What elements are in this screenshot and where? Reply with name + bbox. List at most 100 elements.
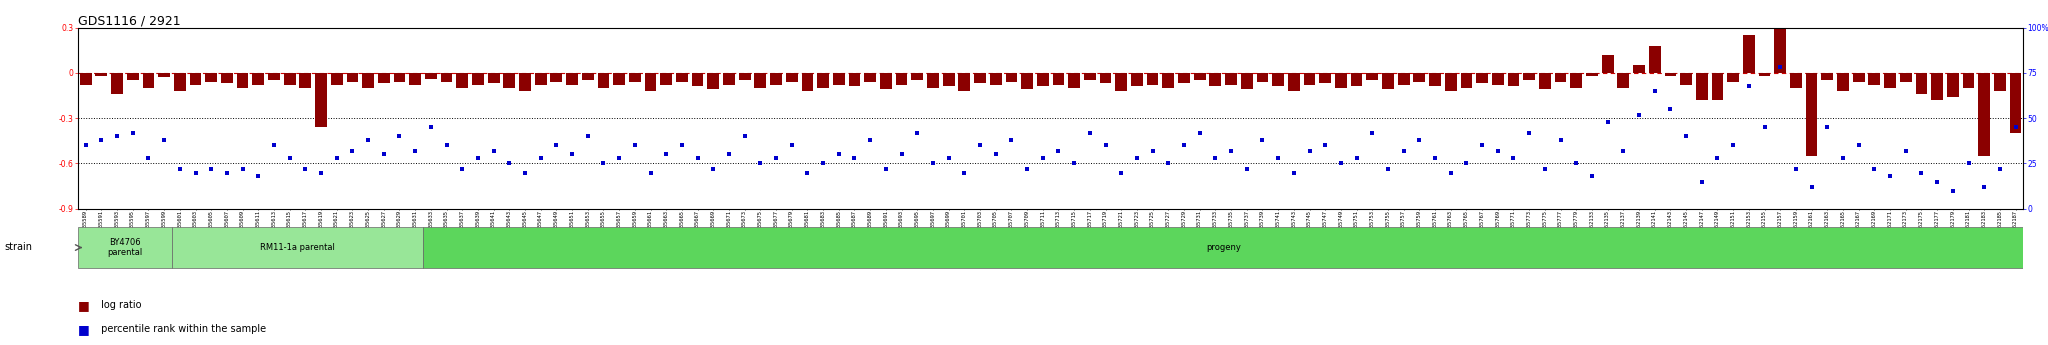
Bar	[1978, 73, 1991, 156]
Bar	[487, 73, 500, 83]
Point	[1245, 137, 1278, 143]
Point	[979, 152, 1012, 157]
Point	[131, 155, 164, 161]
Point	[195, 166, 227, 171]
Bar	[1790, 73, 1802, 88]
Point	[965, 142, 997, 148]
Bar	[1022, 73, 1032, 89]
Point	[1214, 148, 1247, 154]
Bar	[1366, 73, 1378, 80]
Point	[1608, 148, 1640, 154]
Bar	[221, 73, 233, 83]
Point	[84, 137, 117, 143]
Bar	[958, 73, 971, 91]
Bar	[1006, 73, 1018, 82]
Text: percentile rank within the sample: percentile rank within the sample	[98, 325, 266, 334]
Bar	[1618, 73, 1630, 88]
Bar	[1821, 73, 1833, 80]
Point	[1921, 179, 1954, 184]
Bar	[1948, 73, 1958, 97]
Point	[760, 155, 793, 161]
Bar	[801, 73, 813, 91]
Bar	[1712, 73, 1722, 100]
Bar	[78, 227, 172, 268]
Bar	[1116, 73, 1126, 91]
Bar	[1696, 73, 1708, 100]
Bar	[1632, 65, 1645, 73]
Bar	[1743, 35, 1755, 73]
Bar	[1837, 73, 1849, 91]
Bar	[1210, 73, 1221, 87]
Bar	[96, 73, 106, 76]
Bar	[1147, 73, 1159, 85]
Point	[1481, 148, 1513, 154]
Bar	[1257, 73, 1268, 82]
Point	[352, 137, 385, 143]
Bar	[1679, 73, 1692, 85]
Bar	[1477, 73, 1489, 83]
Point	[336, 148, 369, 154]
Point	[918, 161, 950, 166]
Point	[1104, 170, 1137, 175]
Bar	[346, 73, 358, 82]
Bar	[315, 73, 328, 127]
Bar	[659, 73, 672, 85]
Point	[1386, 148, 1419, 154]
Point	[414, 125, 446, 130]
Bar	[1352, 73, 1362, 87]
Point	[494, 161, 526, 166]
Bar	[1726, 73, 1739, 82]
Point	[807, 161, 840, 166]
Bar	[1962, 73, 1974, 88]
Bar	[1163, 73, 1174, 88]
Bar	[379, 73, 389, 83]
Point	[635, 170, 668, 175]
Bar	[1069, 73, 1079, 88]
Point	[1497, 155, 1530, 161]
Bar	[1194, 73, 1206, 80]
Bar	[975, 73, 985, 83]
Point	[791, 170, 823, 175]
Bar	[205, 73, 217, 82]
Point	[1198, 155, 1231, 161]
Point	[1513, 130, 1546, 135]
Point	[242, 173, 274, 179]
Point	[649, 152, 682, 157]
Bar	[1884, 73, 1896, 88]
Point	[901, 130, 934, 135]
Bar	[1413, 73, 1425, 82]
Bar	[723, 73, 735, 85]
Bar	[645, 73, 657, 91]
Bar	[834, 73, 844, 85]
Bar	[1524, 73, 1536, 80]
Bar	[471, 73, 483, 85]
Point	[870, 166, 903, 171]
Bar	[174, 73, 186, 91]
Point	[1090, 142, 1122, 148]
Point	[367, 152, 399, 157]
Text: log ratio: log ratio	[98, 300, 141, 310]
Bar	[143, 73, 154, 88]
Point	[1356, 130, 1389, 135]
Bar	[1444, 73, 1456, 91]
Bar	[440, 73, 453, 82]
Point	[1937, 188, 1970, 193]
Point	[147, 137, 180, 143]
Point	[1403, 137, 1436, 143]
Bar	[1272, 73, 1284, 87]
Point	[289, 166, 322, 171]
Point	[164, 166, 197, 171]
Bar	[1554, 73, 1567, 82]
Point	[1890, 148, 1923, 154]
Bar	[1241, 73, 1253, 89]
Bar	[158, 73, 170, 77]
Point	[1057, 161, 1090, 166]
Bar	[707, 73, 719, 89]
Point	[1528, 166, 1561, 171]
Bar	[424, 227, 2023, 268]
Point	[1231, 166, 1264, 171]
Bar	[1036, 73, 1049, 87]
Bar	[1130, 73, 1143, 87]
Bar	[172, 227, 424, 268]
Point	[1952, 161, 1985, 166]
